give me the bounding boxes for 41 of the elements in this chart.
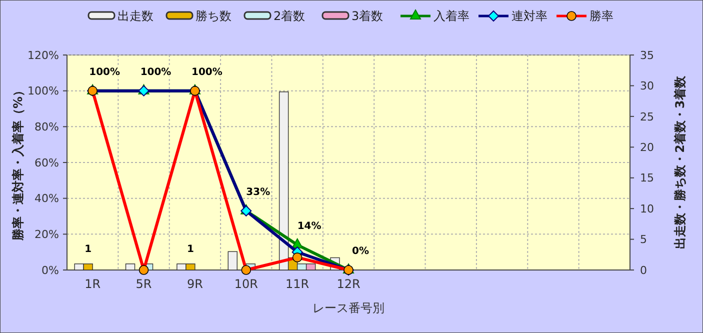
x-tick-label: 10R	[234, 277, 258, 291]
y-tick-label: 120%	[28, 48, 59, 62]
y-tick-label: 40%	[34, 192, 59, 206]
y-tick-label: 0%	[42, 264, 59, 277]
legend-label: 勝ち数	[196, 9, 232, 24]
x-tick-label: 5R	[136, 277, 152, 291]
y2-tick-label: 15	[640, 172, 654, 185]
data-label: 0%	[352, 246, 369, 257]
y2-axis-title: 出走数・勝ち数・2着数・3着数	[673, 75, 687, 249]
y2-tick-label: 35	[640, 48, 654, 62]
bar	[125, 264, 136, 270]
x-axis-title: レース番号別	[312, 301, 384, 315]
legend-label: 連対率	[512, 9, 548, 24]
legend-label: 3着数	[352, 9, 384, 24]
data-label: 100%	[140, 66, 172, 78]
y-axis-title: 勝率・連対率・入着率（%）	[11, 84, 25, 242]
data-label: 100%	[192, 66, 222, 78]
legend-label: 2着数	[274, 9, 306, 24]
y2-tick-label: 10	[640, 202, 654, 216]
y-tick-label: 20%	[34, 228, 59, 242]
x-tick-label: 12R	[336, 277, 360, 291]
y2-tick-label: 30	[640, 80, 654, 93]
data-label: 1	[186, 244, 194, 255]
data-label: 100%	[89, 66, 120, 78]
y2-tick-label: 5	[640, 233, 647, 246]
y-tick-label: 60%	[34, 156, 59, 170]
y-tick-label: 100%	[28, 84, 59, 98]
x-tick-label: 1R	[84, 277, 101, 291]
x-tick-label: 9R	[186, 277, 203, 291]
bar	[228, 251, 238, 270]
y-tick-label: 80%	[34, 120, 59, 134]
legend-label: 入着率	[434, 9, 470, 24]
y2-tick-label: 20	[640, 140, 654, 154]
y2-tick-label: 0	[640, 264, 647, 277]
legend-label: 出走数	[118, 9, 154, 24]
data-label: 14%	[297, 220, 322, 232]
data-label: 1	[84, 244, 92, 255]
legend-label: 勝率	[590, 9, 614, 24]
x-tick-label: 11R	[286, 277, 310, 291]
y2-tick-label: 25	[640, 110, 654, 124]
data-label: 33%	[246, 186, 270, 198]
